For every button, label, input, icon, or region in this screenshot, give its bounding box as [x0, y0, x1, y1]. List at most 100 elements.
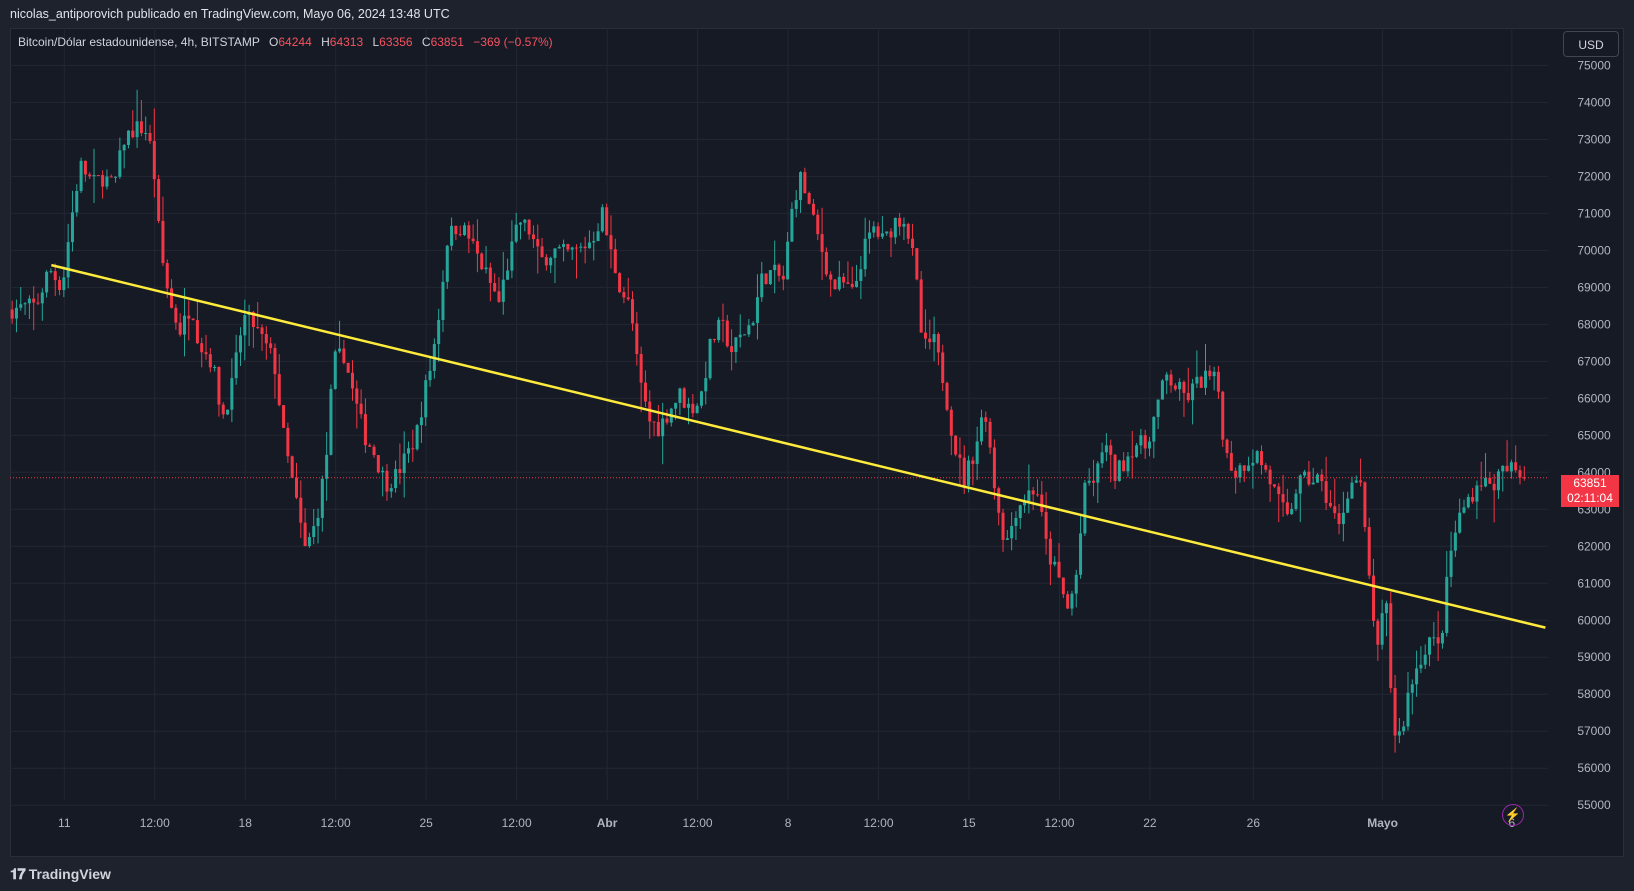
- candle-body: [1458, 512, 1462, 533]
- candle-body: [635, 323, 639, 355]
- candle-body: [1152, 416, 1156, 442]
- symbol-title: Bitcoin/Dólar estadounidense, 4h, BITSTA…: [18, 35, 260, 49]
- candle-body: [575, 247, 579, 249]
- candle-body: [1522, 477, 1526, 479]
- time-axis[interactable]: 11 12:00 18 12:00 25 12:00 Abr 12:00 8 12:00 15 12:…: [58, 816, 1515, 830]
- candle-body: [243, 314, 247, 336]
- candle-body: [178, 322, 182, 335]
- candle-body: [708, 338, 712, 379]
- time-tick-label: 18: [239, 816, 253, 830]
- candle-body: [144, 132, 148, 134]
- last-price-label: 63851 02:11:04: [1561, 475, 1619, 507]
- trendline[interactable]: [51, 263, 1546, 629]
- candle-body: [1100, 452, 1104, 464]
- candle-body: [1040, 494, 1044, 512]
- candle-body: [14, 307, 18, 319]
- candle-body: [760, 273, 764, 298]
- candle-body: [234, 352, 238, 379]
- candle-body: [941, 352, 945, 384]
- candle-body: [1505, 465, 1509, 472]
- candle-body: [368, 445, 372, 447]
- candle-body: [1453, 532, 1457, 551]
- candle-body: [53, 271, 57, 281]
- candle-body: [1165, 374, 1169, 381]
- candle-body: [902, 223, 906, 227]
- candle-body: [794, 200, 798, 209]
- candle-body: [1113, 454, 1117, 481]
- lightning-icon[interactable]: ⚡: [1502, 804, 1524, 826]
- candle-body: [480, 253, 484, 270]
- candle-body: [704, 378, 708, 392]
- candle-body: [1229, 453, 1233, 471]
- candle-body: [294, 477, 298, 498]
- candle-body: [872, 226, 876, 233]
- candle-body: [734, 337, 738, 353]
- candle-body: [445, 245, 449, 282]
- candle-body: [803, 172, 807, 193]
- candle-body: [1466, 496, 1470, 508]
- candle-body: [1298, 475, 1302, 494]
- candle-body: [501, 279, 505, 302]
- candle-body: [609, 235, 613, 250]
- publish-header: nicolas_antiporovich publicado en Tradin…: [0, 0, 1634, 28]
- candle-body: [954, 435, 958, 455]
- chart-panel[interactable]: [10, 28, 1624, 857]
- candle-body: [303, 522, 307, 547]
- candle-body: [1346, 498, 1350, 513]
- candle-body: [1186, 392, 1190, 401]
- candle-body: [997, 488, 1001, 513]
- time-tick-label: 25: [419, 816, 433, 830]
- candle-body: [1018, 505, 1022, 518]
- candle-body: [333, 351, 337, 389]
- candle-body: [824, 251, 828, 275]
- candle-body: [402, 453, 406, 474]
- candle-body: [743, 334, 747, 336]
- candle-body: [338, 348, 342, 352]
- price-tick-label: 61000: [1577, 576, 1611, 590]
- candle-body: [523, 219, 527, 223]
- candle-body: [893, 217, 897, 238]
- candle-body: [1169, 374, 1173, 386]
- candle-body: [394, 469, 398, 489]
- candle-body: [1514, 462, 1518, 471]
- candle-body: [738, 334, 742, 338]
- candle-body: [510, 241, 514, 271]
- candle-body: [932, 333, 936, 343]
- candle-body: [730, 346, 734, 353]
- candle-body: [1475, 485, 1479, 502]
- candle-body: [415, 425, 419, 450]
- candle-body: [820, 234, 824, 252]
- candle-body: [1415, 668, 1419, 685]
- candle-body: [1048, 538, 1052, 565]
- candle-body: [915, 248, 919, 280]
- candle-body: [126, 130, 130, 145]
- candle-body: [807, 192, 811, 204]
- candle-body: [777, 264, 781, 276]
- candle-body: [945, 383, 949, 410]
- candle-body: [32, 298, 36, 303]
- candle-body: [114, 176, 118, 178]
- candle-body: [230, 378, 234, 410]
- price-axis[interactable]: 55000 56000 57000 58000 59000 60000 61000 62000…: [1577, 58, 1611, 812]
- candle-body: [1061, 577, 1065, 595]
- candle-body: [1178, 381, 1182, 390]
- candle-body: [587, 242, 591, 249]
- candle-body: [682, 388, 686, 408]
- footer-brand[interactable]: 𝟏𝟕 TradingView: [10, 864, 111, 884]
- candle-body: [27, 298, 31, 304]
- candle-body: [1221, 391, 1225, 440]
- currency-button[interactable]: USD: [1563, 31, 1619, 57]
- candle-body: [1035, 494, 1039, 496]
- candle-body: [1242, 465, 1246, 471]
- grid: [10, 28, 1548, 806]
- candle-body: [1337, 513, 1341, 525]
- candle-body: [695, 405, 699, 414]
- bar-countdown: 02:11:04: [1567, 491, 1613, 505]
- candle-body: [1380, 613, 1384, 645]
- price-tick-label: 73000: [1577, 132, 1611, 146]
- candle-body: [790, 208, 794, 242]
- candle-body: [936, 333, 940, 353]
- candle-body: [583, 246, 587, 249]
- price-tick-label: 59000: [1577, 650, 1611, 664]
